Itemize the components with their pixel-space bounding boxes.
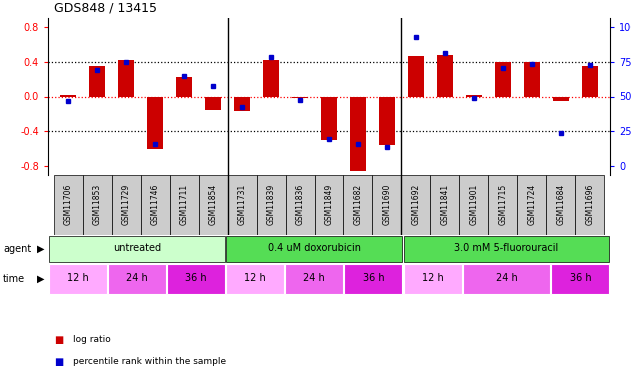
Bar <box>49 236 225 262</box>
Text: 24 h: 24 h <box>304 273 325 284</box>
Bar <box>517 175 546 235</box>
Text: ■: ■ <box>54 335 64 345</box>
Text: 3.0 mM 5-fluorouracil: 3.0 mM 5-fluorouracil <box>454 243 558 254</box>
Bar <box>463 264 550 294</box>
Bar <box>141 175 170 235</box>
Bar <box>263 60 279 96</box>
Bar <box>437 55 453 96</box>
Bar <box>170 175 199 235</box>
Text: 12 h: 12 h <box>244 273 266 284</box>
Text: ▶: ▶ <box>37 274 44 284</box>
Bar <box>176 77 192 96</box>
Bar <box>234 96 250 111</box>
Bar <box>524 62 540 96</box>
Bar <box>54 175 83 235</box>
Bar <box>226 236 403 262</box>
Bar <box>167 264 225 294</box>
Text: GSM11692: GSM11692 <box>411 184 420 225</box>
Text: GSM11684: GSM11684 <box>557 184 565 225</box>
Text: GSM11706: GSM11706 <box>64 184 73 225</box>
Text: 12 h: 12 h <box>422 273 444 284</box>
Text: percentile rank within the sample: percentile rank within the sample <box>73 357 227 366</box>
Bar <box>118 60 134 96</box>
Text: untreated: untreated <box>113 243 161 254</box>
Text: GSM11715: GSM11715 <box>498 184 507 225</box>
Text: log ratio: log ratio <box>73 336 111 345</box>
Text: ▶: ▶ <box>37 244 44 254</box>
Text: GSM11901: GSM11901 <box>469 184 478 225</box>
Text: GSM11839: GSM11839 <box>266 184 276 225</box>
Bar <box>546 175 575 235</box>
Bar <box>286 175 314 235</box>
Bar <box>199 175 228 235</box>
Bar <box>112 175 141 235</box>
Text: 24 h: 24 h <box>495 273 517 284</box>
Bar <box>408 56 424 96</box>
Text: GSM11854: GSM11854 <box>209 184 218 225</box>
Text: 12 h: 12 h <box>67 273 88 284</box>
Text: ■: ■ <box>54 357 64 367</box>
Bar <box>551 264 610 294</box>
Bar <box>83 175 112 235</box>
Text: GSM11746: GSM11746 <box>151 184 160 225</box>
Bar <box>205 96 221 109</box>
Text: GSM11841: GSM11841 <box>440 184 449 225</box>
Text: time: time <box>3 274 25 284</box>
Bar <box>314 175 343 235</box>
Bar <box>61 95 76 96</box>
Text: GSM11849: GSM11849 <box>324 184 334 225</box>
Bar <box>49 264 107 294</box>
Bar <box>553 96 569 101</box>
Bar <box>495 62 510 96</box>
Text: GSM11853: GSM11853 <box>93 184 102 225</box>
Text: GSM11690: GSM11690 <box>382 184 391 225</box>
Bar <box>321 96 337 140</box>
Text: 0.4 uM doxorubicin: 0.4 uM doxorubicin <box>268 243 361 254</box>
Text: GSM11729: GSM11729 <box>122 184 131 225</box>
Text: 36 h: 36 h <box>570 273 591 284</box>
Bar <box>343 175 372 235</box>
Bar <box>372 175 401 235</box>
Text: GSM11731: GSM11731 <box>238 184 247 225</box>
Bar <box>430 175 459 235</box>
Bar <box>345 264 403 294</box>
Text: GSM11682: GSM11682 <box>353 184 362 225</box>
Bar <box>401 175 430 235</box>
Text: GSM11696: GSM11696 <box>585 184 594 225</box>
Text: GSM11836: GSM11836 <box>295 184 305 225</box>
Bar <box>257 175 286 235</box>
Text: GSM11724: GSM11724 <box>528 184 536 225</box>
Text: GDS848 / 13415: GDS848 / 13415 <box>54 1 157 14</box>
Bar <box>582 66 598 96</box>
Bar <box>228 175 257 235</box>
Bar <box>350 96 366 171</box>
Bar <box>285 264 343 294</box>
Text: GSM11711: GSM11711 <box>180 184 189 225</box>
Bar <box>575 175 604 235</box>
Bar <box>404 264 461 294</box>
Text: agent: agent <box>3 244 32 254</box>
Text: 36 h: 36 h <box>363 273 384 284</box>
Bar <box>466 95 482 96</box>
Bar <box>226 264 284 294</box>
Bar <box>89 66 105 96</box>
Bar <box>292 96 308 98</box>
Text: 24 h: 24 h <box>126 273 148 284</box>
Bar <box>488 175 517 235</box>
Bar <box>379 96 395 146</box>
Bar <box>459 175 488 235</box>
Text: 36 h: 36 h <box>185 273 207 284</box>
Bar <box>147 96 163 149</box>
Bar <box>108 264 166 294</box>
Bar <box>404 236 610 262</box>
